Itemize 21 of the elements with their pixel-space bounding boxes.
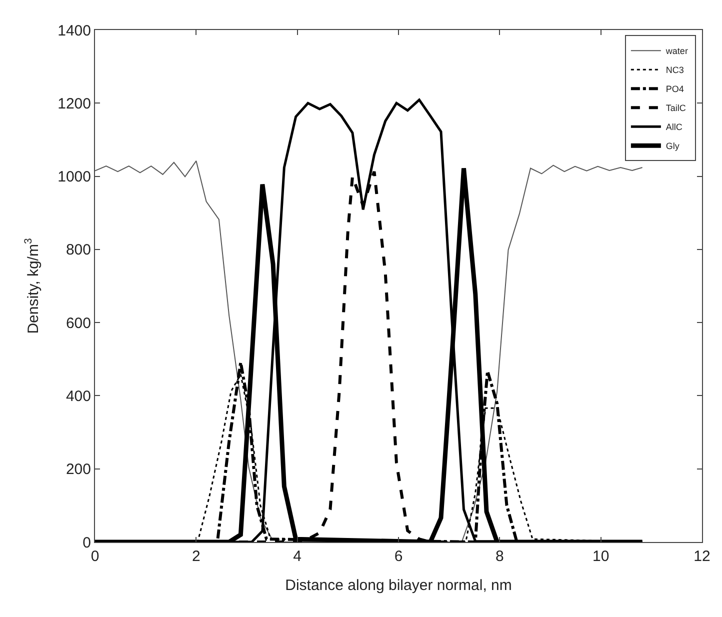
- y-tick-label: 600: [66, 314, 91, 332]
- legend-label: NC3: [666, 65, 684, 76]
- y-tick-label: 1000: [58, 168, 91, 186]
- y-tick-label: 400: [66, 388, 91, 405]
- y-tick-label: 200: [66, 461, 91, 478]
- y-tick-label: 800: [66, 242, 91, 259]
- legend-label: PO4: [666, 84, 684, 94]
- x-tick-label: 6: [394, 548, 403, 565]
- y-tick-label: 1400: [58, 22, 91, 40]
- x-tick-label: 2: [192, 548, 200, 565]
- x-tick-label: 4: [293, 548, 302, 565]
- x-tick-label: 8: [496, 548, 504, 565]
- y-tick-label: 1200: [58, 95, 91, 112]
- legend-label: water: [664, 46, 688, 56]
- legend-label: Gly: [666, 141, 680, 152]
- y-tick-label: 0: [82, 534, 91, 552]
- legend-label: AllC: [666, 122, 683, 132]
- x-tick-label: 12: [694, 548, 710, 565]
- legend-label: TailC: [666, 103, 686, 114]
- x-axis-title: Distance along bilayer normal, nm: [285, 577, 512, 594]
- x-tick-label: 10: [592, 548, 610, 565]
